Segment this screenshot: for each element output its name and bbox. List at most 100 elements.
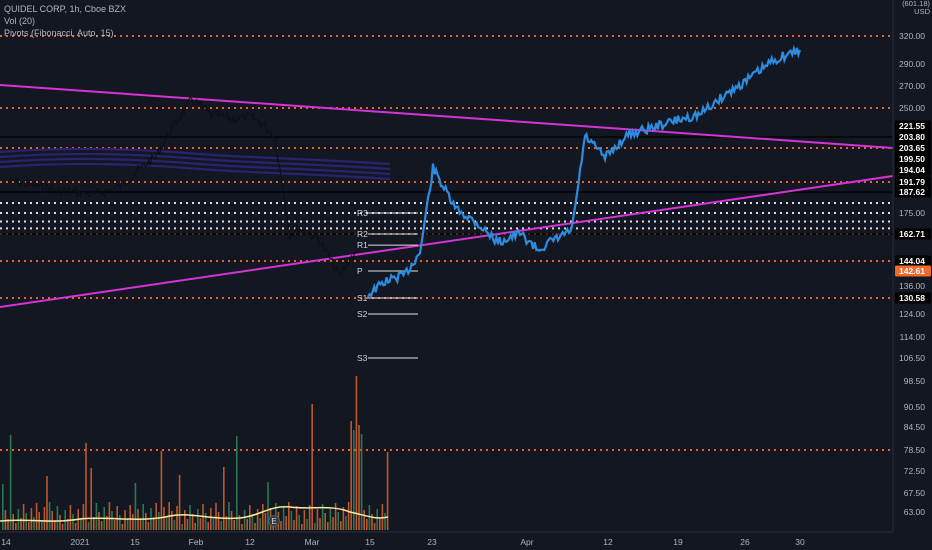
- volume-bar: [215, 503, 217, 530]
- volume-bar: [217, 512, 220, 530]
- volume-bar: [204, 513, 207, 530]
- price-tick-label: 290.00: [899, 59, 925, 69]
- volume-bar: [28, 522, 30, 530]
- volume-bar: [178, 475, 181, 530]
- price-tick-label: 84.50: [904, 422, 926, 432]
- price-badge: [895, 120, 931, 132]
- volume-bar: [98, 512, 100, 530]
- volume-bar: [210, 508, 212, 530]
- volume-bar: [194, 523, 196, 530]
- ma-band-line-3: [0, 162, 391, 181]
- volume-bar: [7, 519, 9, 530]
- volume-bar: [25, 513, 27, 530]
- ascending-trendline: [0, 175, 894, 308]
- volume-bar: [33, 517, 35, 530]
- volume-bar: [171, 511, 173, 530]
- volume-bar: [54, 520, 56, 530]
- volume-bar: [329, 508, 332, 530]
- volume-bar: [2, 484, 4, 530]
- price-badge-label: 221.55: [899, 121, 925, 131]
- price-badge: [895, 186, 931, 198]
- volume-bar: [90, 468, 92, 530]
- volume-bar: [186, 519, 189, 530]
- volume-bar: [373, 523, 376, 530]
- pivots-indicator-label[interactable]: Pivots (Fibonacci, Auto, 15): [4, 28, 114, 38]
- price-badge: [895, 255, 931, 267]
- volume-bar: [113, 520, 116, 530]
- price-badge: [895, 131, 931, 143]
- volume-bar: [345, 516, 347, 530]
- volume-bar: [12, 514, 14, 530]
- price-tick-label: 106.50: [899, 353, 925, 363]
- volume-bar: [353, 430, 355, 530]
- volume-bar: [225, 516, 228, 530]
- volume-bar: [241, 524, 243, 530]
- volume-bar: [306, 519, 308, 530]
- volume-bar: [119, 515, 121, 530]
- price-badge-label: 199.50: [899, 154, 925, 164]
- volume-bars: [0, 376, 389, 530]
- earnings-marker[interactable]: E: [268, 515, 280, 527]
- price-badge-label: 203.65: [899, 143, 925, 153]
- volume-bar: [308, 505, 311, 530]
- volume-bar: [311, 404, 313, 530]
- volume-bar: [327, 522, 329, 530]
- volume-indicator-label[interactable]: Vol (20): [4, 16, 36, 26]
- volume-bar: [379, 518, 381, 530]
- volume-bar: [368, 505, 371, 530]
- volume-bar: [384, 513, 386, 530]
- volume-bar: [301, 524, 303, 530]
- symbol-title[interactable]: QUIDEL CORP, 1h, Cboe BZX: [4, 4, 127, 14]
- volume-bar: [267, 482, 269, 530]
- price-tick-label: 175.00: [899, 208, 925, 218]
- volume-bar: [288, 502, 290, 530]
- volume-bar: [340, 521, 342, 530]
- volume-bar: [80, 518, 82, 530]
- volume-bar: [360, 434, 363, 530]
- time-tick-label: 26: [740, 537, 750, 547]
- volume-bar: [334, 503, 337, 530]
- volume-bar: [350, 421, 352, 530]
- price-tick-label: 250.00: [899, 103, 925, 113]
- volume-bar: [316, 509, 319, 530]
- volume-bar: [43, 507, 46, 530]
- time-tick-label: 15: [365, 537, 375, 547]
- volume-bar: [295, 506, 298, 530]
- price-badge: [895, 153, 931, 165]
- time-axis-panel[interactable]: [0, 532, 932, 550]
- volume-bar: [165, 516, 168, 530]
- volume-bar: [46, 476, 48, 530]
- volume-bar: [236, 436, 238, 530]
- pivot-label-p: P: [357, 266, 363, 276]
- volume-bar: [85, 443, 87, 530]
- volume-bar: [15, 523, 17, 530]
- volume-bar: [22, 504, 25, 530]
- volume-bar: [147, 522, 150, 530]
- currency-label[interactable]: (601.18) USD: [902, 0, 930, 16]
- volume-bar: [9, 435, 12, 530]
- volume-bar: [246, 519, 248, 530]
- pivot-label-s3: S3: [357, 353, 368, 363]
- volume-bar: [243, 510, 246, 530]
- price-badge-label: 191.79: [899, 177, 925, 187]
- time-tick-label: Apr: [520, 537, 533, 547]
- volume-bar: [220, 521, 222, 530]
- volume-bar: [95, 503, 98, 530]
- price-axis-labels: 320.00 290.00 270.00 250.00 175.00 162.71 136.…: [895, 31, 931, 517]
- earnings-marker-letter: E: [271, 517, 276, 526]
- volume-bar: [285, 516, 287, 530]
- volume-bar: [366, 519, 368, 530]
- price-badge: [895, 176, 931, 188]
- volume-bar: [173, 520, 176, 530]
- volume-bar: [363, 510, 365, 530]
- volume-bar: [30, 508, 33, 530]
- volume-bar: [160, 451, 163, 530]
- volume-bar: [282, 507, 285, 530]
- volume-bar: [290, 511, 293, 530]
- price-tick-label: 124.00: [899, 309, 925, 319]
- projection-price-series: [367, 44, 802, 298]
- volume-bar: [134, 483, 137, 530]
- volume-bar: [376, 509, 378, 530]
